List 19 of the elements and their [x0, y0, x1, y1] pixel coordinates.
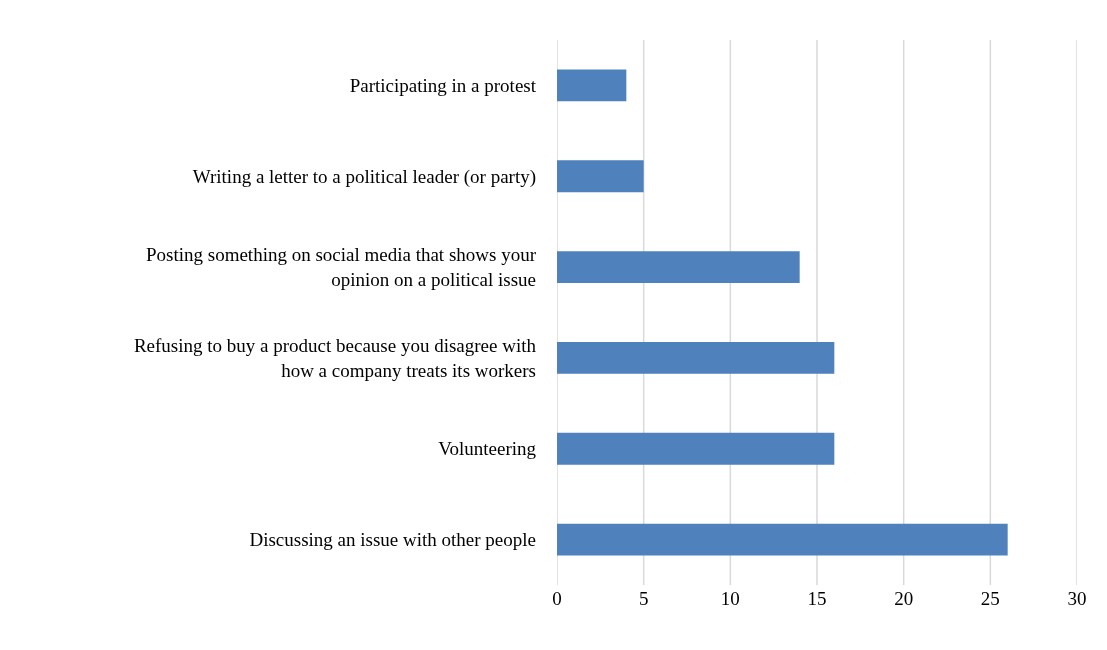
x-tick-label: 10	[720, 588, 740, 609]
bar	[557, 432, 835, 465]
x-tick-label: 30	[1067, 588, 1087, 609]
y-tick-label: Refusing to buy a product because you disagree with how a company treats its workers	[133, 335, 537, 381]
bar	[557, 69, 627, 102]
x-tick-label: 25	[980, 588, 1000, 609]
y-tick-label: Posting something on social media that shows your opinion on a political issue	[145, 244, 537, 291]
x-tick-label: 20	[894, 588, 914, 609]
y-tick-label: Participating in a protest	[349, 75, 537, 97]
x-tick-label: 5	[638, 588, 649, 609]
x-tick-label: 15	[807, 588, 827, 609]
bar	[557, 523, 1008, 556]
y-tick-label: Discussing an issue with other people	[249, 529, 536, 551]
bar	[557, 342, 835, 374]
bar	[557, 251, 800, 283]
y-tick-label: Volunteering	[438, 438, 537, 460]
y-tick-label: Writing a letter to a political leader (or party)	[192, 165, 536, 188]
x-tick-label: 0	[552, 588, 562, 609]
bar	[557, 160, 644, 193]
